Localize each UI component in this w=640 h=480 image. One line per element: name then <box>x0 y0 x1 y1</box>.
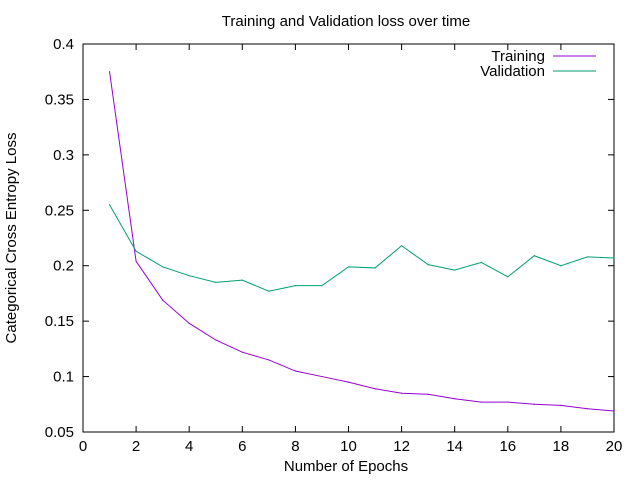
x-tick-label: 18 <box>553 438 570 455</box>
y-tick-label: 0.15 <box>45 313 74 330</box>
data-point-training <box>321 375 323 378</box>
data-point-validation <box>560 265 562 267</box>
legend-label-validation: Validation <box>480 63 545 80</box>
x-tick-label: 20 <box>606 438 623 455</box>
y-tick-label: 0.1 <box>53 369 74 386</box>
data-point-training <box>241 351 243 353</box>
x-tick-label: 14 <box>446 438 463 455</box>
data-point-validation <box>321 285 323 287</box>
data-point-validation <box>613 257 615 259</box>
data-point-validation <box>401 245 403 247</box>
y-tick-label: 0.4 <box>53 36 74 53</box>
x-tick-label: 0 <box>79 438 87 455</box>
series-line-validation <box>109 204 615 292</box>
data-point-validation <box>108 204 111 206</box>
axis-ticks: 0 2 4 6 8 10 12 14 16 18 20 0.05 0.1 0.15 0.2 0.25 0.3 0.… <box>45 36 623 455</box>
series-line-training <box>109 71 615 412</box>
data-point-training <box>533 403 535 405</box>
x-tick-label: 8 <box>291 438 299 455</box>
data-point-validation <box>533 255 535 257</box>
x-tick-label: 6 <box>238 438 246 455</box>
y-tick-label: 0.25 <box>45 202 74 219</box>
data-point-validation <box>586 256 589 258</box>
x-tick-label: 2 <box>132 438 140 455</box>
data-point-training <box>108 71 111 73</box>
data-point-training <box>586 408 589 410</box>
data-point-validation <box>294 285 296 287</box>
data-point-training <box>162 299 164 301</box>
data-point-validation <box>241 279 243 281</box>
data-point-training <box>268 359 270 361</box>
x-tick-label: 4 <box>185 438 193 455</box>
x-tick-label: 16 <box>499 438 516 455</box>
data-point-training <box>480 401 482 403</box>
data-point-training <box>135 260 137 262</box>
data-point-validation <box>454 269 456 271</box>
data-point-validation <box>507 276 509 278</box>
x-tick-label: 10 <box>340 438 357 455</box>
data-point-training <box>401 392 403 394</box>
data-point-training <box>215 339 217 341</box>
data-point-training <box>374 388 376 390</box>
data-point-training <box>507 401 509 403</box>
y-tick-label: 0.35 <box>45 91 74 108</box>
y-tick-label: 0.2 <box>53 258 74 275</box>
data-point-training <box>347 381 350 383</box>
series-lines <box>108 71 615 412</box>
data-point-validation <box>188 275 190 277</box>
x-axis-label: Number of Epochs <box>284 458 408 475</box>
data-point-validation <box>427 264 429 266</box>
y-tick-label: 0.05 <box>45 424 74 441</box>
data-point-training <box>188 322 190 324</box>
legend-label-training: Training <box>491 48 545 65</box>
plot-frame <box>82 43 615 433</box>
data-point-validation <box>347 266 350 268</box>
data-point-training <box>560 404 562 406</box>
data-point-validation <box>215 281 217 283</box>
data-point-validation <box>135 250 137 252</box>
data-point-training <box>454 398 456 400</box>
y-tick-label: 0.3 <box>53 147 74 164</box>
data-point-validation <box>162 266 164 268</box>
data-point-training <box>294 370 296 372</box>
data-point-validation <box>480 261 482 263</box>
data-point-training <box>613 410 615 412</box>
x-tick-label: 12 <box>393 438 410 455</box>
y-axis-label: Categorical Cross Entropy Loss <box>3 133 20 344</box>
chart-title: Training and Validation loss over time <box>222 13 470 30</box>
data-point-validation <box>268 290 270 292</box>
data-point-validation <box>374 267 376 269</box>
data-point-training <box>427 393 429 395</box>
